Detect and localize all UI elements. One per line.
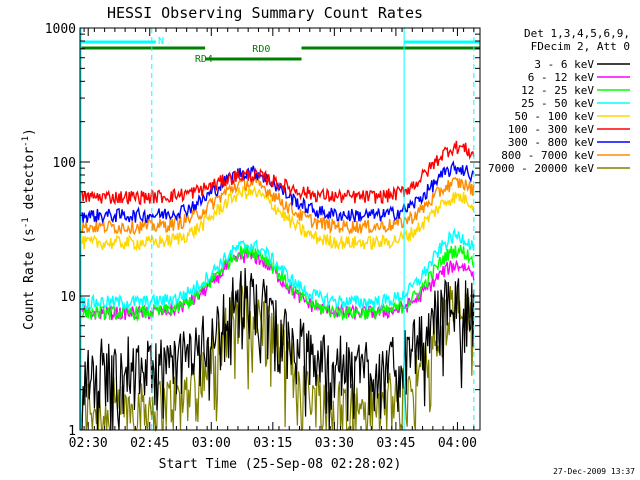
bar-rd4-label: RD4 [195,54,213,65]
plot-frame [79,27,481,431]
legend-label: 25 - 50 keV [521,97,594,110]
y-tick-label: 10 [60,290,76,305]
legend-label: 50 - 100 keV [515,110,595,123]
legend: Det 1,3,4,5,6,9, FDecim 2, Att 0 3 - 6 k… [488,27,630,175]
series-line [81,285,475,433]
x-axis-label: Start Time (25-Sep-08 02:28:02) [159,457,402,472]
legend-label: 6 - 12 keV [528,71,595,84]
legend-label: 3 - 6 keV [534,58,594,71]
series-line [81,185,475,252]
series-line [81,227,475,312]
x-tick-label: 03:45 [376,436,415,451]
legend-title-line1: Det 1,3,4,5,6,9, [524,27,630,40]
timestamp: 27-Dec-2009 13:37 [553,467,635,476]
y-axis: 1 10 100 1000 [45,22,480,439]
x-tick-label: 02:45 [130,436,169,451]
x-axis: 02:30 02:45 03:00 03:15 03:30 03:45 04:00 [69,28,477,451]
legend-title-line2: FDecim 2, Att 0 [531,40,630,53]
legend-label: 12 - 25 keV [521,84,594,97]
bar-rd0-label: RD0 [252,44,270,55]
chart-title: HESSI Observing Summary Count Rates [107,4,423,22]
series-line [82,244,475,322]
observing-bars: N RD0 RD4 [80,36,480,65]
x-tick-label: 04:00 [438,436,477,451]
x-tick-label: 02:30 [69,436,108,451]
x-tick-label: 03:00 [192,436,231,451]
series-layer [81,140,475,433]
legend-label: 7000 - 20000 keV [488,162,594,175]
y-tick-label: 1000 [45,22,76,37]
marker-lines [80,28,475,430]
y-tick-label: 1 [68,424,76,439]
series-line [81,267,475,431]
series-line [81,160,475,224]
bar-n-label: N [158,36,164,47]
x-tick-label: 03:30 [315,436,354,451]
y-axis-label: Count Rate (s-1 detector-1) [21,128,37,330]
series-line [81,174,475,236]
series-line [81,140,475,206]
legend-label: 100 - 300 keV [508,123,594,136]
legend-label: 300 - 800 keV [508,136,594,149]
x-tick-label: 03:15 [253,436,292,451]
legend-label: 800 - 7000 keV [501,149,594,162]
y-tick-label: 100 [53,156,76,171]
